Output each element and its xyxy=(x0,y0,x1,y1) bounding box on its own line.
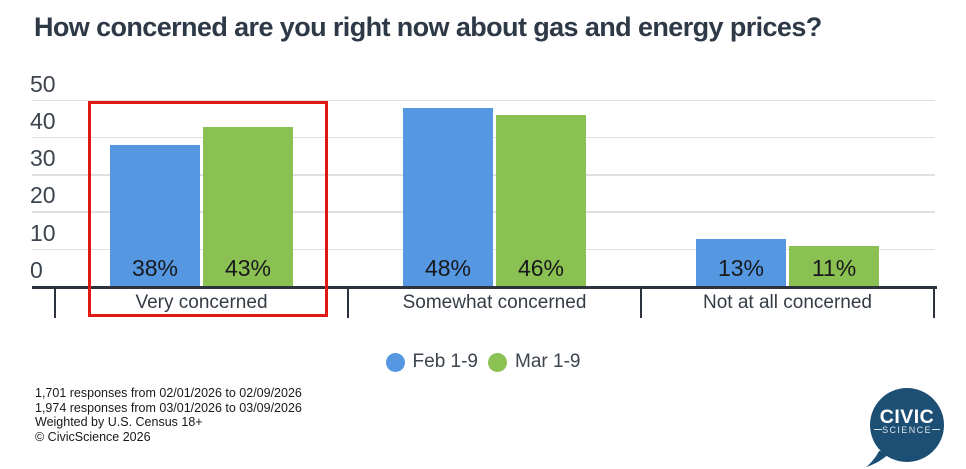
legend-item-feb-1-9: Feb 1-9 xyxy=(385,351,478,373)
category-label-very-concerned: Very concerned xyxy=(135,292,268,313)
y-axis-label-20: 20 xyxy=(30,182,56,209)
bar-feb-1-9-not-at-all-concerned xyxy=(696,238,786,287)
footnote-responses-mar: 1,974 responses from 03/01/2026 to 03/09… xyxy=(35,400,302,415)
bar-feb-1-9-somewhat-concerned xyxy=(403,107,493,287)
bar-value-feb-1-9-not-at-all-concerned: 13% xyxy=(717,255,765,281)
legend-swatch-mar-1-9 xyxy=(488,352,507,372)
bar-value-mar-1-9-somewhat-concerned: 46% xyxy=(517,255,565,281)
x-axis-tick-3 xyxy=(933,287,935,318)
bar-value-feb-1-9-somewhat-concerned: 48% xyxy=(424,255,472,281)
bar-mar-1-9-somewhat-concerned xyxy=(496,115,586,287)
y-axis-label-0: 0 xyxy=(30,257,43,283)
highlight-box xyxy=(88,101,328,317)
category-label-not-at-all-concerned: Not at all concerned xyxy=(703,292,872,313)
x-axis-line xyxy=(32,285,937,289)
x-axis-tick-2 xyxy=(640,287,642,318)
footnote-copyright: © CivicScience 2026 xyxy=(35,429,151,444)
y-axis-label-10: 10 xyxy=(30,219,56,246)
category-label-somewhat-concerned: Somewhat concerned xyxy=(402,292,587,313)
bar-mar-1-9-very-concerned xyxy=(203,126,293,287)
footnote-weighting: Weighted by U.S. Census 18+ xyxy=(35,415,203,430)
y-axis-label-40: 40 xyxy=(30,107,56,134)
bar-feb-1-9-very-concerned xyxy=(110,145,200,287)
footnote-responses-feb: 1,701 responses from 02/01/2026 to 02/09… xyxy=(35,386,302,400)
legend-label-feb-1-9: Feb 1-9 xyxy=(412,351,478,372)
bar-value-mar-1-9-very-concerned: 43% xyxy=(224,255,272,281)
logo-bubble-tail xyxy=(866,451,891,467)
chart-footnotes: 1,701 responses from 02/01/2026 to 02/09… xyxy=(35,386,302,444)
x-axis-tick-1 xyxy=(347,287,349,318)
logo-text-civic: CIVIC xyxy=(880,406,935,428)
legend-swatch-feb-1-9 xyxy=(385,352,405,372)
x-axis-tick-0 xyxy=(54,287,56,318)
gridline-50 xyxy=(32,99,935,101)
logo-text-science: SCIENCE xyxy=(882,425,932,435)
civicscience-logo: CIVIC SCIENCE xyxy=(866,388,944,467)
chart-title: How concerned are you right now about ga… xyxy=(34,12,822,42)
chart-legend: Feb 1-9 Mar 1-9 xyxy=(0,350,966,374)
y-axis-label-30: 30 xyxy=(30,145,56,172)
y-axis-label-50: 50 xyxy=(30,70,56,97)
logo-bubble xyxy=(870,388,944,462)
bar-value-mar-1-9-not-at-all-concerned: 11% xyxy=(811,255,857,281)
legend-label-mar-1-9: Mar 1-9 xyxy=(515,351,581,372)
bar-value-feb-1-9-very-concerned: 38% xyxy=(131,255,179,281)
bar-mar-1-9-not-at-all-concerned xyxy=(789,245,879,287)
legend-item-mar-1-9: Mar 1-9 xyxy=(488,351,580,373)
